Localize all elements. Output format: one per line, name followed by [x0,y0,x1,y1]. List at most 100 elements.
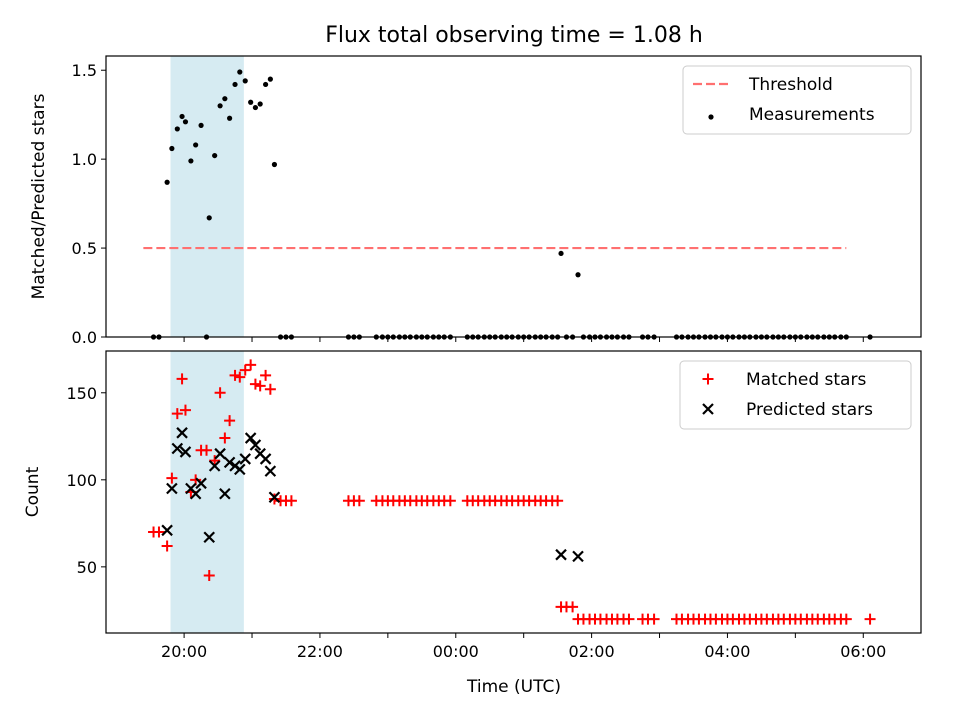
matched-star-point [268,493,280,505]
predicted-star-point [189,487,202,500]
legend-box [682,65,912,135]
x-tick-label: 02:00 [569,642,615,661]
measurement-point [232,81,238,88]
measurement-point [267,76,273,82]
predicted-star-point [161,524,173,537]
x-axis-label: Time (UTC) [466,677,561,697]
matched-star-point [179,404,191,416]
measurement-point [227,115,233,121]
measurement-point [169,145,175,152]
legend: Threshold Measurements [682,65,912,135]
measurement-point [271,161,278,168]
y-tick-label: 1.5 [72,61,97,80]
observing-window-band [170,351,244,633]
predicted-star-point [259,453,272,465]
legend-matched-swatch [702,373,714,385]
matched-star-point [444,495,456,507]
matched-star-point [254,380,266,392]
predicted-star-point [171,442,184,455]
matched-star-point [353,495,365,507]
panel-flux-ratio: 0.0 0.5 1.0 1.5 Matched/Predicted stars Thres… [29,55,922,347]
measurement-point [257,101,263,107]
predicted-star-point [214,447,226,460]
legend-label: Threshold [748,75,833,95]
measurement-point [179,113,185,120]
measurement-point [248,99,254,105]
x-tick-label: 06:00 [840,642,886,661]
measurement-point [164,179,170,185]
measurement-point [212,152,218,159]
measurement-point [188,158,194,164]
predicted-star-point [166,482,178,495]
legend: Matched stars Predicted stars [679,360,912,430]
predicted-star-point [249,439,262,451]
measurement-point [206,215,212,221]
matched-star-point [239,364,251,376]
matched-star-point [201,444,213,456]
measurement-point [242,78,248,84]
predicted-star-point [223,456,236,469]
predicted-star-point [572,550,584,563]
x-tick-label: 22:00 [297,642,343,661]
y-tick-label: 0.0 [72,328,97,347]
matched-star-point [285,495,297,507]
panel-star-count: 20:00 22:00 00:00 02:00 04:00 06:00 50 100 150 Co… [23,350,922,661]
matched-star-point [153,526,165,538]
y-axis-label: Matched/Predicted stars [29,93,49,299]
measurement-point [263,81,269,88]
predicted-star-point [244,432,257,444]
matched-star-point [161,540,173,552]
matched-star-point [245,359,257,371]
predicted-star-point [264,465,277,477]
matched-star-point [234,371,246,383]
y-axis-label: Count [23,466,43,517]
measurement-point [222,96,228,102]
predicted-star-point [203,531,216,544]
matched-star-point [214,387,226,399]
matched-star-point [249,378,261,390]
matched-star-point [224,415,236,427]
measurement-point [252,104,259,111]
axes-frame [105,55,922,338]
predicted-star-point [195,477,207,490]
matched-star-point [552,495,564,507]
legend-label: Predicted stars [746,400,873,420]
chart-title: Flux total observing time = 1.08 h [325,23,703,48]
matched-star-point [260,369,272,381]
y-tick-label: 150 [66,384,97,403]
x-tick-label: 00:00 [433,642,479,661]
y-tick-label: 100 [66,471,97,490]
matched-star-point [623,613,635,625]
measurement-point [193,142,199,148]
measurement-point [575,272,581,278]
matched-star-point [840,613,852,625]
matched-star-point [176,373,188,385]
predicted-star-point [234,463,246,476]
predicted-star-point [268,491,281,503]
legend-measurement-swatch [708,114,714,120]
y-tick-label: 1.0 [72,150,97,169]
predicted-star-point [179,446,192,458]
legend-predicted-swatch [702,403,714,415]
matched-star-point [219,432,231,444]
predicted-star-point [208,460,221,472]
measurement-point [558,250,564,257]
measurement-point [198,122,204,128]
predicted-star-point [239,453,252,465]
y-tick-label: 0.5 [72,239,97,258]
matched-star-point [264,383,276,395]
legend-label: Matched stars [746,370,866,390]
observing-window-band [170,56,244,337]
matched-star-point [864,613,876,625]
measurement-point [182,119,189,125]
matched-star-point [203,570,215,582]
measurement-point [237,69,243,75]
axes-frame [105,350,922,634]
matched-star-point [166,472,178,484]
legend-box [679,360,912,430]
y-tick-label: 50 [77,558,97,577]
matched-star-point [648,613,660,625]
matched-star-point [171,408,183,420]
x-tick-label: 04:00 [704,642,750,661]
